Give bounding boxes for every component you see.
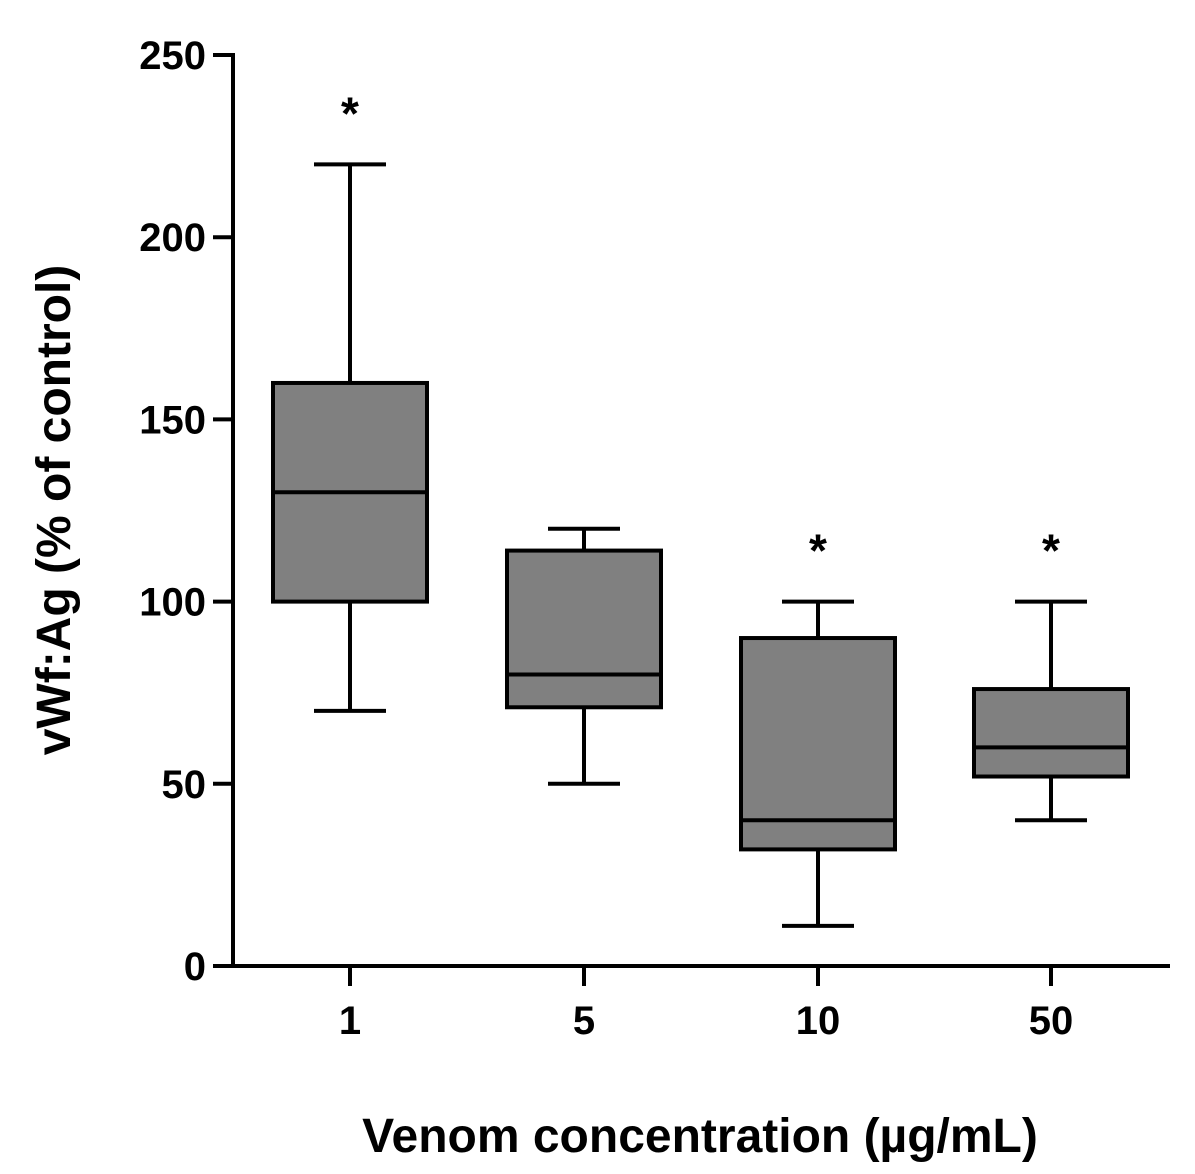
x-tick-label: 50 <box>1029 999 1074 1043</box>
box-10: * <box>739 525 897 928</box>
x-axis: 1 5 10 50 <box>231 964 1170 1043</box>
y-tick-label: 200 <box>139 216 206 260</box>
x-tick-label: 1 <box>339 999 361 1043</box>
y-axis: 0 50 100 150 200 250 <box>139 34 235 989</box>
boxes: * * * <box>271 87 1130 928</box>
interquartile-box <box>505 548 663 710</box>
x-tick-label: 5 <box>573 999 595 1043</box>
box-50: * <box>972 525 1130 823</box>
box-5 <box>505 526 663 786</box>
y-tick-label: 0 <box>184 945 206 989</box>
x-tick-label: 10 <box>796 999 841 1043</box>
box-1: * <box>271 87 429 713</box>
significance-marker: * <box>1042 525 1060 577</box>
y-tick-label: 50 <box>162 763 207 807</box>
y-axis-title: vWf:Ag (% of control) <box>28 265 81 756</box>
interquartile-box <box>972 687 1130 779</box>
x-axis-title: Venom concentration (µg/mL) <box>362 1110 1038 1163</box>
interquartile-box <box>739 636 897 852</box>
significance-marker: * <box>809 525 827 577</box>
y-tick-label: 150 <box>139 398 206 442</box>
significance-marker: * <box>341 87 359 139</box>
y-tick-label: 100 <box>139 581 206 625</box>
y-tick-label: 250 <box>139 34 206 78</box>
